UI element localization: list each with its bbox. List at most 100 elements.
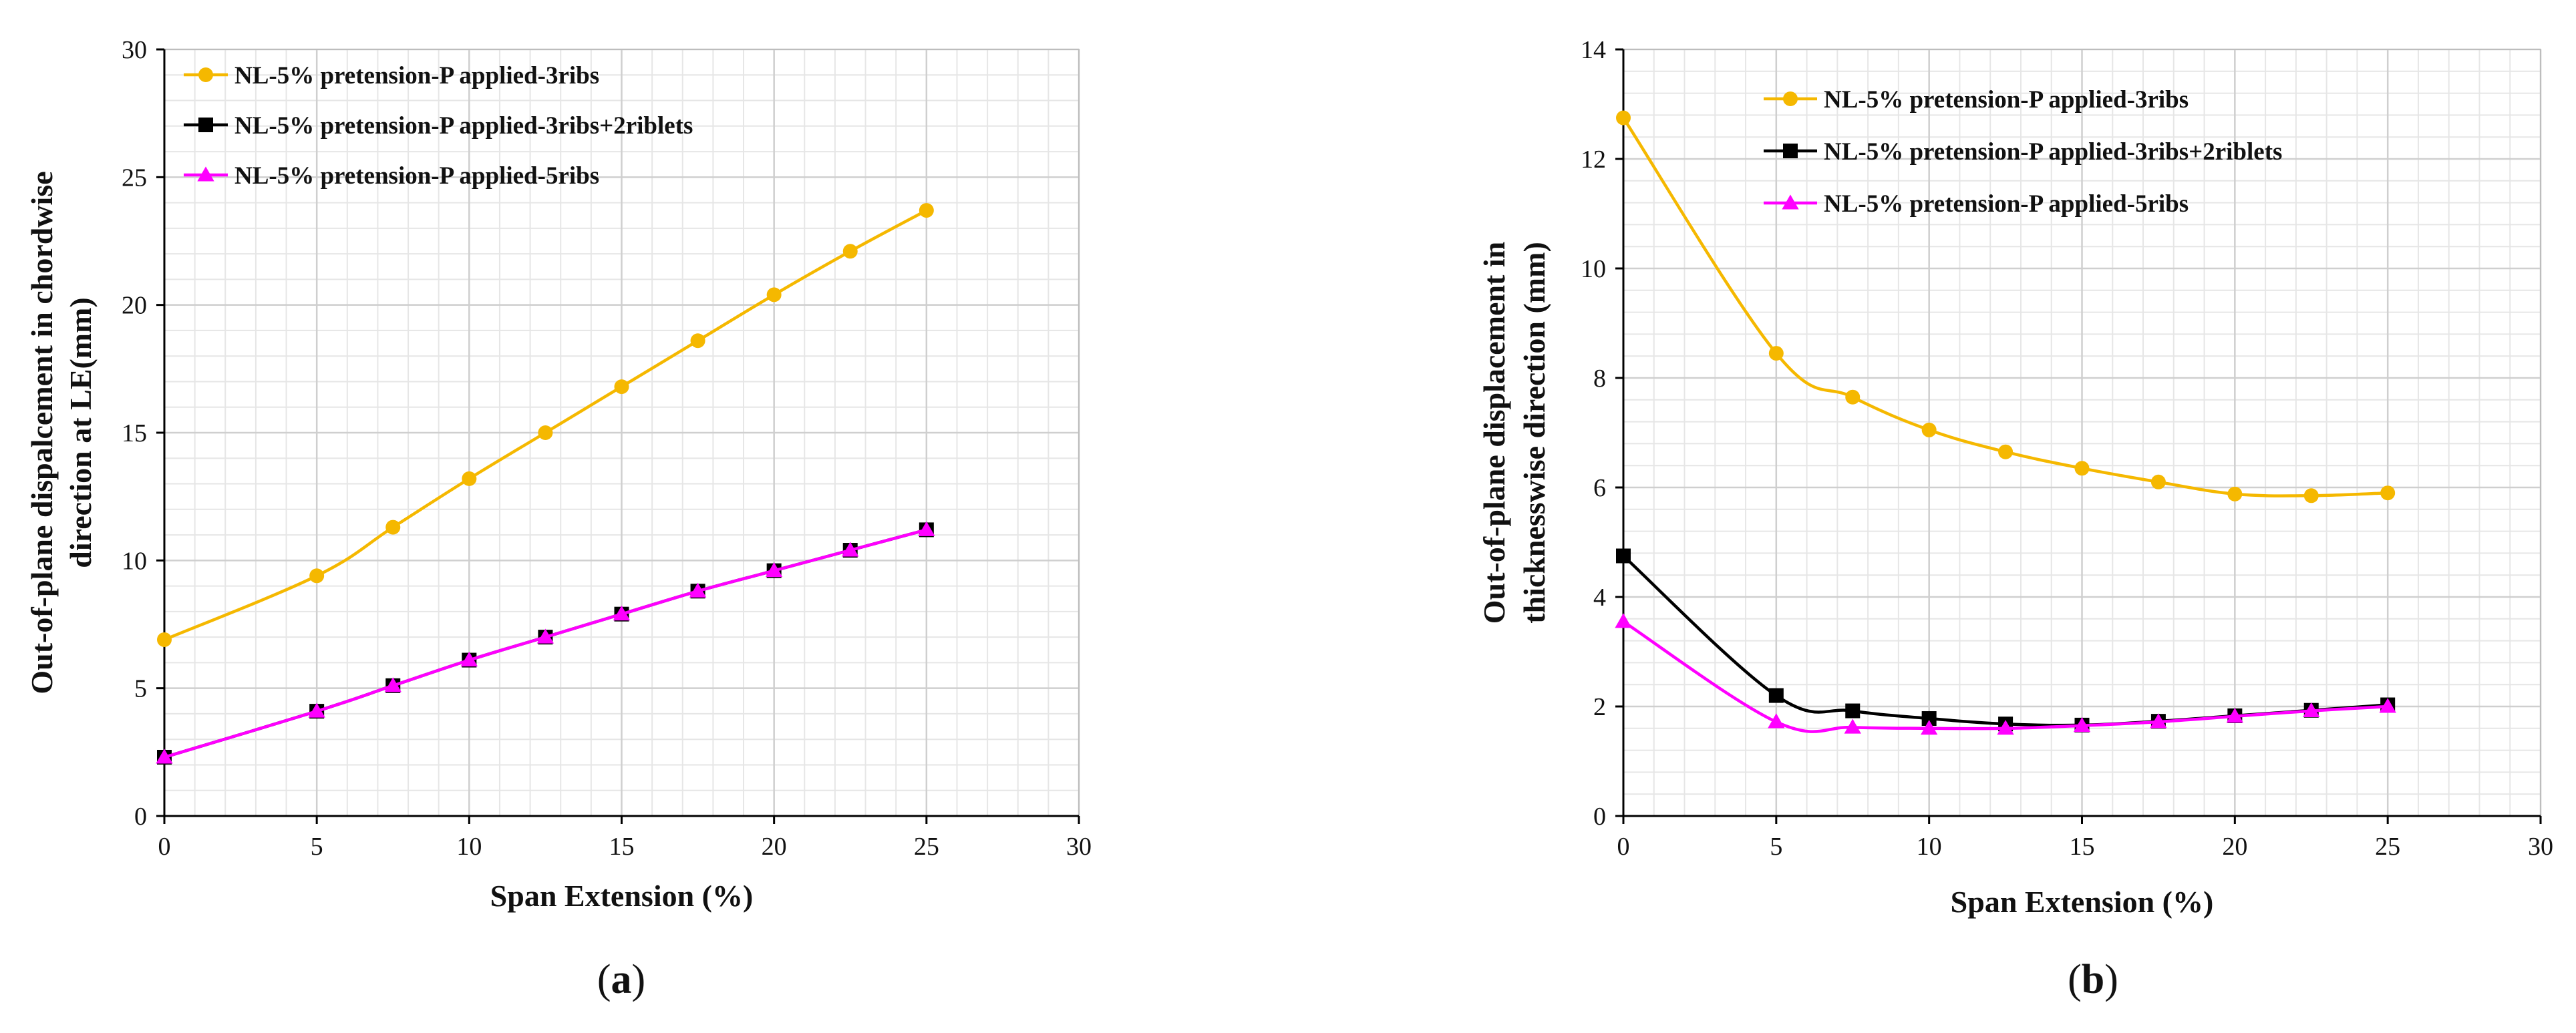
x-tick-label: 15 (2070, 833, 2095, 861)
caption-close: ) (2104, 957, 2118, 1002)
legend-label: NL-5% pretension-P applied-5ribs (1824, 190, 2189, 218)
data-point (156, 749, 173, 764)
data-point (2150, 474, 2166, 489)
data-point (1768, 688, 1784, 703)
data-point (385, 520, 401, 535)
x-tick-label: 10 (456, 833, 482, 861)
data-point (1615, 613, 1632, 628)
data-point (460, 651, 478, 667)
grid (163, 48, 1080, 817)
data-point (462, 471, 477, 486)
y-tick-label: 10 (122, 547, 147, 575)
legend: NL-5% pretension-P applied-3ribs NL-5% pr… (1764, 86, 2282, 218)
data-point (538, 425, 553, 440)
data-point (2303, 488, 2319, 503)
series-line (164, 528, 927, 759)
caption-letter: b (2082, 957, 2104, 1002)
chart-b: 0 5 10 15 20 25 30 0 2 4 6 8 10 12 14 Span Extension (%… (1477, 36, 2553, 1002)
data-point (1997, 720, 2014, 735)
data-point (1616, 110, 1631, 126)
y-axis-title-line-2: direction at LE(mm) (63, 297, 98, 568)
x-tick-label: 30 (2528, 833, 2553, 861)
data-point (842, 542, 859, 557)
data-point (1616, 548, 1631, 564)
data-point (1921, 711, 1937, 727)
caption-open: ( (597, 957, 611, 1002)
y-tick-label: 10 (1581, 255, 1606, 283)
data-point (1921, 720, 1938, 735)
legend-marker (1783, 91, 1798, 106)
legend-label: NL-5% pretension-P applied-5ribs (234, 162, 599, 190)
data-point (613, 606, 631, 621)
x-tick-label: 25 (914, 833, 939, 861)
x-tick-label: 10 (1917, 833, 1942, 861)
y-tick-label: 4 (1593, 584, 1606, 612)
caption: (b) (2068, 957, 2118, 1002)
data-point (2227, 486, 2243, 501)
data-point (1998, 444, 2014, 459)
y-tick-label: 25 (122, 164, 147, 192)
caption-open: ( (2068, 957, 2082, 1002)
data-point (1844, 718, 1861, 734)
caption-letter: a (611, 957, 632, 1002)
x-tick-label: 25 (2375, 833, 2400, 861)
series-line (1622, 620, 2388, 733)
y-axis-title-line-2: thicknesswise direction (mm) (1517, 242, 1551, 624)
y-tick-label: 8 (1593, 365, 1606, 393)
y-tick-label: 12 (1581, 146, 1606, 174)
legend-label: NL-5% pretension-P applied-3ribs (234, 62, 599, 89)
data-point (2150, 713, 2167, 729)
legend-marker (198, 67, 213, 82)
data-point (766, 562, 783, 578)
legend-label: NL-5% pretension-P applied-3ribs (1824, 86, 2189, 114)
x-tick-label: 20 (2222, 833, 2247, 861)
data-point (309, 568, 325, 584)
legend-label: NL-5% pretension-P applied-3ribs+2riblet… (234, 112, 693, 140)
data-point (2073, 717, 2091, 733)
legend-marker (1783, 144, 1798, 158)
x-tick-label: 0 (1617, 833, 1630, 861)
data-point (918, 521, 935, 536)
data-point (536, 628, 554, 644)
data-point (157, 632, 172, 647)
legend-marker (1782, 194, 1799, 210)
data-point (1768, 346, 1784, 361)
data-point (614, 379, 629, 395)
y-tick-label: 6 (1593, 474, 1606, 502)
data-point (2074, 461, 2090, 476)
x-tick-label: 30 (1066, 833, 1092, 861)
data-point (1768, 713, 1785, 729)
y-tick-label: 2 (1593, 693, 1606, 721)
y-tick-label: 15 (122, 419, 147, 447)
x-tick-label: 20 (762, 833, 787, 861)
series-3 (1615, 613, 2396, 735)
y-axis-title-line-1: Out-of-plane displacement in (1477, 242, 1511, 624)
data-point (766, 287, 782, 302)
x-tick-label: 5 (1770, 833, 1782, 861)
data-point (919, 203, 934, 218)
data-point (689, 582, 707, 598)
data-point (2226, 708, 2243, 723)
y-tick-label: 20 (122, 292, 147, 320)
x-axis-title: Span Extension (%) (490, 879, 754, 913)
series-3 (156, 521, 935, 764)
series-line (164, 209, 927, 642)
chart-a: 0 5 10 15 20 25 30 0 5 10 15 20 25 30 Span Extension (… (25, 36, 1092, 1002)
legend-marker (197, 166, 214, 182)
y-axis-title-line-1: Out-of-plane dispalcement in chordwise (25, 171, 59, 694)
data-point (384, 677, 401, 692)
data-point (1845, 703, 1861, 718)
x-tick-label: 15 (609, 833, 635, 861)
y-tick-label: 14 (1581, 36, 1606, 64)
y-tick-label: 0 (1593, 803, 1606, 831)
data-point (1845, 389, 1861, 405)
legend: NL-5% pretension-P applied-3ribs NL-5% pr… (184, 62, 693, 190)
series-1 (157, 203, 934, 647)
data-point (308, 702, 325, 718)
data-point (842, 244, 858, 259)
caption-close: ) (632, 957, 646, 1002)
x-tick-label: 5 (311, 833, 323, 861)
legend-marker (198, 118, 213, 132)
